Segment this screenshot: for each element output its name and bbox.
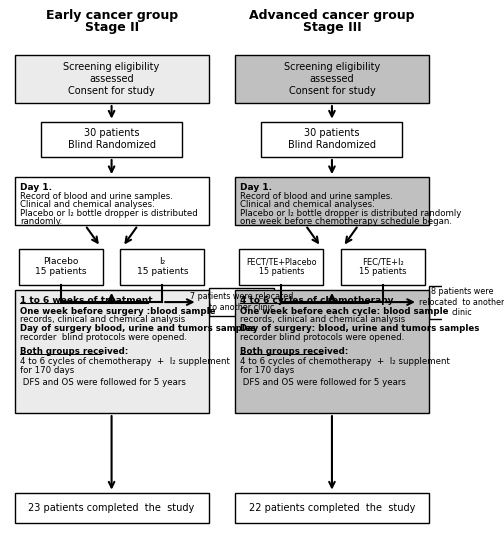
Text: 22 patients completed  the  study: 22 patients completed the study <box>249 503 415 513</box>
Text: 1 to 6 weeks of treatment: 1 to 6 weeks of treatment <box>20 296 153 305</box>
Text: Clinical and chemical analyses.: Clinical and chemical analyses. <box>20 200 155 210</box>
Text: Day of surgery blood, urine and tumors samples: Day of surgery blood, urine and tumors s… <box>20 324 256 333</box>
Text: Record of blood and urine samples.: Record of blood and urine samples. <box>20 192 173 201</box>
FancyBboxPatch shape <box>235 290 429 413</box>
Text: FEC/TE+I₂
15 patients: FEC/TE+I₂ 15 patients <box>359 257 406 277</box>
Text: Both groups received:: Both groups received: <box>240 347 349 356</box>
Text: Placebo
15 patients: Placebo 15 patients <box>35 257 87 277</box>
FancyBboxPatch shape <box>41 122 182 157</box>
Text: Day 1.: Day 1. <box>240 183 272 191</box>
Text: for 170 days: for 170 days <box>240 366 294 375</box>
FancyBboxPatch shape <box>239 249 323 284</box>
Text: 4 to 6 cycles of chemotherapy: 4 to 6 cycles of chemotherapy <box>240 296 394 305</box>
Text: for 170 days: for 170 days <box>20 366 74 375</box>
Text: 4 to 6 cycles of chemotherapy  +  I₂ supplement: 4 to 6 cycles of chemotherapy + I₂ suppl… <box>20 358 230 366</box>
Text: 30 patients
Blind Randomized: 30 patients Blind Randomized <box>68 129 156 150</box>
Text: Day 1.: Day 1. <box>20 183 52 191</box>
Text: 8 patients were
relocated  to another
clinic: 8 patients were relocated to another cli… <box>419 287 504 317</box>
Text: 7 patients were relocated
to another clinic: 7 patients were relocated to another cli… <box>190 293 293 312</box>
Text: Both groups received:: Both groups received: <box>20 347 128 356</box>
FancyBboxPatch shape <box>262 122 403 157</box>
Text: recorder  blind protocols were opened.: recorder blind protocols were opened. <box>20 333 187 342</box>
Text: One week before surgery :blood sample: One week before surgery :blood sample <box>20 306 215 316</box>
FancyBboxPatch shape <box>235 177 429 225</box>
Text: Screening eligibility
assessed
Consent for study: Screening eligibility assessed Consent f… <box>284 63 380 96</box>
Text: recorder blind protocols were opened.: recorder blind protocols were opened. <box>240 333 405 342</box>
FancyBboxPatch shape <box>120 249 204 284</box>
Text: Record of blood and urine samples.: Record of blood and urine samples. <box>240 192 393 201</box>
Text: randomly.: randomly. <box>20 217 62 226</box>
FancyBboxPatch shape <box>209 288 274 316</box>
Text: 30 patients
Blind Randomized: 30 patients Blind Randomized <box>288 129 376 150</box>
Text: 4 to 6 cycles of chemotherapy  +  I₂ supplement: 4 to 6 cycles of chemotherapy + I₂ suppl… <box>240 358 450 366</box>
Text: Clinical and chemical analyses.: Clinical and chemical analyses. <box>240 200 375 210</box>
Text: Advanced cancer group: Advanced cancer group <box>249 9 415 22</box>
Text: 23 patients completed  the  study: 23 patients completed the study <box>28 503 195 513</box>
Text: DFS and OS were followed for 5 years: DFS and OS were followed for 5 years <box>20 378 186 387</box>
Text: FECT/TE+Placebo
15 patients: FECT/TE+Placebo 15 patients <box>246 257 317 277</box>
FancyBboxPatch shape <box>341 249 424 284</box>
Text: Placebo or I₂ bottle dropper is distributed randomly: Placebo or I₂ bottle dropper is distribu… <box>240 209 462 218</box>
FancyBboxPatch shape <box>19 249 103 284</box>
Text: records, clinical and chemical analysis: records, clinical and chemical analysis <box>20 315 185 324</box>
FancyBboxPatch shape <box>15 55 209 103</box>
FancyBboxPatch shape <box>15 492 209 522</box>
Text: Stage III: Stage III <box>302 21 361 34</box>
Text: One week before each cycle: blood sample: One week before each cycle: blood sample <box>240 306 449 316</box>
Text: I₂
15 patients: I₂ 15 patients <box>137 257 188 277</box>
FancyBboxPatch shape <box>15 290 209 413</box>
FancyBboxPatch shape <box>429 285 494 318</box>
FancyBboxPatch shape <box>235 492 429 522</box>
Text: Placebo or I₂ bottle dropper is distributed: Placebo or I₂ bottle dropper is distribu… <box>20 209 198 218</box>
Text: Early cancer group: Early cancer group <box>45 9 177 22</box>
Text: Stage II: Stage II <box>85 21 139 34</box>
Text: Screening eligibility
assessed
Consent for study: Screening eligibility assessed Consent f… <box>64 63 160 96</box>
Text: DFS and OS were followed for 5 years: DFS and OS were followed for 5 years <box>240 378 406 387</box>
FancyBboxPatch shape <box>235 55 429 103</box>
Text: one week before chemotherapy schedule began.: one week before chemotherapy schedule be… <box>240 217 452 226</box>
FancyBboxPatch shape <box>15 177 209 225</box>
Text: records, clinical and chemical analysis: records, clinical and chemical analysis <box>240 315 406 324</box>
Text: Day of surgery: blood, urine and tumors samples: Day of surgery: blood, urine and tumors … <box>240 324 480 333</box>
